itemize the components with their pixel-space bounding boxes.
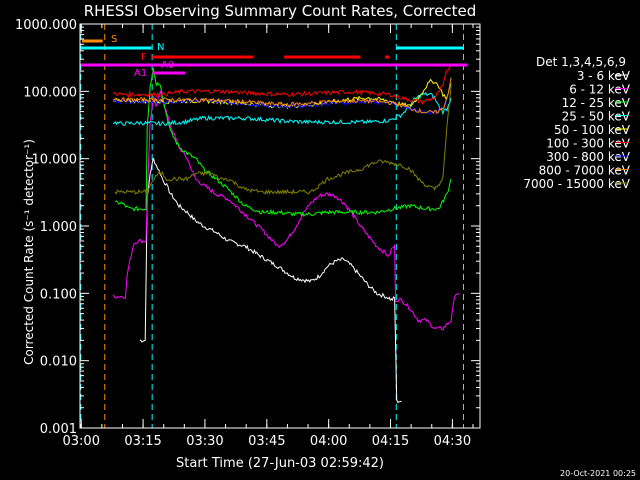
x-axis-label: Start Time (27-Jun-03 02:59:42) (176, 456, 384, 471)
y-tick-label: 0.001 (40, 422, 77, 437)
flag-label-S: S (111, 34, 117, 45)
flag-label-F: F (141, 52, 147, 63)
legend-label: 3 - 6 keV (577, 69, 631, 83)
legend-label: 25 - 50 keV (562, 110, 631, 124)
plot-area: S NF A0 A1 0.001 0.010 0.100 1.000 10.000 100.000… (15, 18, 481, 449)
y-tick-label: 100.000 (23, 85, 77, 100)
x-tick-label: 03:15 (124, 434, 161, 449)
y-tick-label: 0.100 (40, 287, 77, 302)
series-line-800-7000-keV (112, 77, 452, 114)
footer-timestamp: 20-Oct-2021 00:25 (560, 469, 636, 478)
flag-label-A0: A0 (161, 60, 174, 71)
x-tick-label: 03:45 (248, 434, 285, 449)
series-line-3-6-keV (139, 157, 402, 404)
series-line-12-25-keV (114, 68, 452, 218)
legend-label: 100 - 300 keV (546, 137, 630, 151)
x-tick-label: 04:15 (372, 434, 409, 449)
chart-title: RHESSI Observing Summary Count Rates, Co… (84, 2, 477, 20)
flag-label-A1: A1 (134, 68, 147, 79)
x-tick-label: 03:00 (63, 434, 100, 449)
flag-label-N: N (157, 42, 164, 53)
legend-label: 12 - 25 keV (562, 96, 631, 110)
legend-label: 800 - 7000 keV (539, 164, 631, 178)
series-line-6-12-keV (112, 90, 460, 331)
legend-label: 300 - 800 keV (546, 150, 630, 164)
y-axis-label: Corrected Count Rate (s⁻¹ detector⁻¹) (22, 139, 36, 365)
series-line-25-50-keV (112, 91, 452, 127)
x-tick-label: 03:30 (186, 434, 223, 449)
series-line-300-800-keV (112, 77, 452, 116)
series-group (112, 64, 460, 404)
y-tick-label: 1000.000 (15, 18, 77, 33)
y-tick-label: 10.000 (32, 153, 78, 168)
series-line-100-300-keV (112, 64, 452, 105)
x-tick-label: 04:30 (434, 434, 471, 449)
x-tick-label: 04:00 (310, 434, 347, 449)
series-line-7000-15000-keV (114, 85, 452, 195)
legend-title: Det 1,3,4,5,6,9 (536, 55, 626, 69)
y-tick-label: 0.010 (40, 355, 77, 370)
legend-label: 6 - 12 keV (569, 83, 631, 97)
plot-frame (79, 23, 481, 429)
legend-label: 50 - 100 keV (554, 123, 631, 137)
y-tick-label: 1.000 (40, 220, 77, 235)
legend-label: 7000 - 15000 keV (523, 177, 630, 191)
